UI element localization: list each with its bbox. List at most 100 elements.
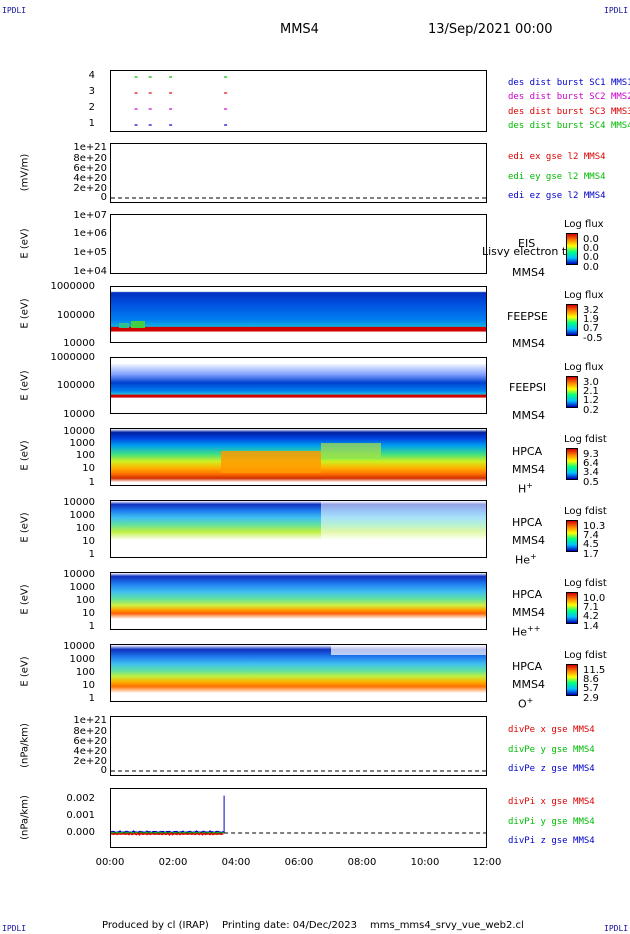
p1-label: des dist burst SC2 MMS2: [508, 92, 630, 102]
p6-tick: 100: [75, 450, 95, 461]
p1-label: des dist burst SC3 MMS3: [508, 107, 630, 117]
p4-tick: 10000: [63, 338, 95, 349]
p4-cb-title: Log flux: [564, 290, 604, 301]
p8-tick: 1: [88, 621, 95, 632]
p2-tick: 0: [100, 192, 107, 203]
p11-tick: 0.001: [66, 810, 95, 821]
x-tick: 10:00: [410, 857, 440, 868]
x-tick: 12:00: [472, 857, 502, 868]
p7-species: He+: [515, 552, 537, 567]
hpca-o-spectrogram: [110, 644, 487, 702]
divpi-series-line: [111, 832, 224, 836]
p7-tick: 10: [82, 536, 95, 547]
p6-cb-val: 3.4: [583, 467, 599, 478]
p11-label: divPi z gse MMS4: [508, 836, 595, 846]
p2-label: edi ex gse l2 MMS4: [508, 152, 606, 162]
hpca-he-spectrogram: [110, 500, 487, 558]
footer-produced: Produced by cl (IRAP): [102, 920, 209, 931]
p8-cb-val: 1.4: [583, 621, 599, 632]
p2-tick: 4e+20: [73, 173, 107, 184]
footer-file: mms_mms4_srvy_vue_web2.cl: [370, 920, 524, 931]
p5-tick: 1000000: [50, 352, 95, 363]
x-tick: 08:00: [347, 857, 377, 868]
p2-tick: 2e+20: [73, 183, 107, 194]
p9-tick: 1: [88, 693, 95, 704]
p8-tick: 100: [75, 595, 95, 606]
p9-tick: 1000: [69, 654, 95, 665]
p9-cb-val: 5.7: [583, 683, 599, 694]
x-tick: 04:00: [221, 857, 251, 868]
p2-label: edi ez gse l2 MMS4: [508, 191, 606, 201]
edi-panel: [110, 143, 487, 203]
p11-label: divPi x gse MMS4: [508, 797, 595, 807]
p5-cb-val: 2.1: [583, 386, 599, 397]
p4-cb-val: 0.7: [583, 323, 599, 334]
p8-species: He++: [512, 624, 541, 639]
p1-tick: 1: [88, 118, 95, 129]
p6-species: H+: [518, 481, 533, 496]
p5-tick: 10000: [63, 409, 95, 420]
p3-cb-val: 0.0: [583, 243, 599, 254]
p3-cb-title: Log flux: [564, 219, 604, 230]
p6-cb-val: 0.5: [583, 477, 599, 488]
p3-cb-val: 0.0: [583, 234, 599, 245]
corner-label-top-left: IPDLI: [2, 6, 27, 15]
p8-instrument: HPCA: [512, 588, 543, 601]
p8-cb-val: 10.0: [583, 593, 606, 604]
hpca-hepp-spectrogram: [110, 572, 487, 630]
corner-label-bottom-right: IPDLI: [604, 924, 629, 933]
p8-tick: 10: [82, 608, 95, 619]
p7-tick: 100: [75, 523, 95, 534]
p10-tick: 2e+20: [73, 756, 107, 767]
burst-marks: [134, 76, 228, 126]
p10-label: divPe z gse MMS4: [508, 764, 595, 774]
p9-cb-val: 8.6: [583, 674, 599, 685]
divpi-lines: [111, 795, 486, 836]
p7-sub: MMS4: [512, 534, 545, 547]
burst-panel: [110, 70, 487, 132]
header-datetime: 13/Sep/2021 00:00: [428, 22, 553, 37]
p9-cb-title: Log fdist: [564, 650, 607, 661]
p5-cb-val: 1.2: [583, 395, 599, 406]
p9-tick: 10: [82, 680, 95, 691]
p6-tick: 10: [82, 463, 95, 474]
p3-sub: MMS4: [512, 266, 545, 279]
p7-instrument: HPCA: [512, 516, 543, 529]
p3-cb-val: 0.0: [583, 252, 599, 263]
p9-sub: MMS4: [512, 678, 545, 691]
p5-cb-val: 0.2: [583, 405, 599, 416]
p11-label: divPi y gse MMS4: [508, 817, 595, 827]
p1-tick: 4: [88, 70, 95, 81]
x-tick: 06:00: [284, 857, 314, 868]
p7-cb-val: 1.7: [583, 549, 599, 560]
p7-cb-title: Log fdist: [564, 506, 607, 517]
p7-cb-val: 10.3: [583, 521, 606, 532]
p1-label: des dist burst SC4 MMS4: [508, 121, 630, 131]
feepse-spectrogram: [110, 286, 487, 343]
divpe-panel: [110, 716, 487, 776]
p10-tick: 0: [100, 765, 107, 776]
p7-tick: 1: [88, 549, 95, 560]
p3-tick: 1e+04: [73, 266, 107, 277]
p3-tick: 1e+07: [73, 210, 107, 221]
p9-cb-val: 2.9: [583, 693, 599, 704]
p4-tick: 1000000: [50, 281, 95, 292]
p4-cb-val: 3.2: [583, 305, 599, 316]
p10-tick: 1e+21: [73, 715, 107, 726]
p2-ylabel: (mV/m): [19, 153, 31, 192]
p6-colorbar: [566, 448, 578, 480]
p7-tick: 10000: [63, 497, 95, 508]
p8-cb-val: 4.2: [583, 611, 599, 622]
p8-tick: 1000: [69, 582, 95, 593]
p10-label: divPe x gse MMS4: [508, 725, 595, 735]
p6-cb-title: Log fdist: [564, 434, 607, 445]
x-tick: 02:00: [158, 857, 188, 868]
p7-tick: 1000: [69, 510, 95, 521]
p6-tick: 1000: [69, 438, 95, 449]
p6-instrument: HPCA: [512, 445, 543, 458]
corner-label-top-right: IPDLI: [604, 6, 629, 15]
p6-tick: 10000: [63, 426, 95, 437]
footer-printing: Printing date: 04/Dec/2023: [222, 920, 358, 931]
p10-tick: 4e+20: [73, 746, 107, 757]
p9-cb-val: 11.5: [583, 665, 606, 676]
